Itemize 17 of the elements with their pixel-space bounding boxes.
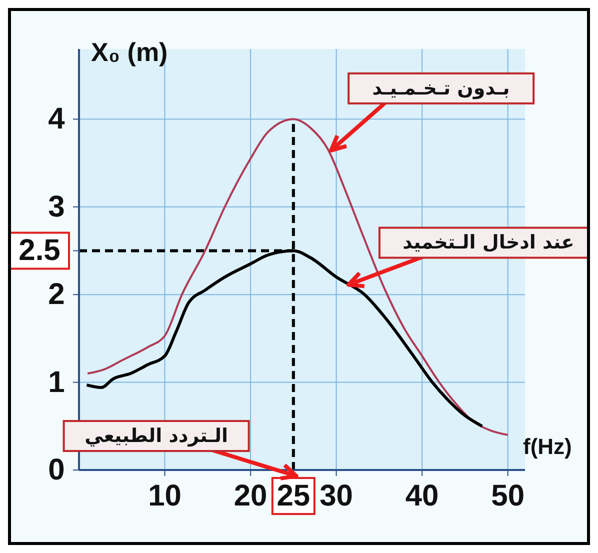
- x-tick-label: 25: [276, 480, 310, 512]
- y-tick-label: 2.5: [18, 234, 60, 268]
- y-tick-label: 2: [48, 278, 65, 312]
- annotation: الـتردد الطبيعي: [84, 425, 228, 447]
- x-tick-label: 20: [234, 480, 268, 512]
- x-tick-label: 50: [491, 480, 525, 512]
- y-tick-label: 1: [48, 366, 65, 399]
- x-tick-label: 30: [320, 480, 353, 512]
- x-tick-label: 10: [148, 480, 182, 512]
- x-axis-title: f(Hz): [523, 434, 572, 459]
- annotation: عند ادخال الـتخميد: [402, 232, 574, 254]
- y-tick-label: 4: [48, 102, 66, 136]
- y-tick-label: 3: [48, 190, 65, 224]
- x-tick-label: 40: [405, 480, 439, 512]
- y-axis-title: X₀ (m): [91, 37, 168, 67]
- annotation: بـدون تـخـمـيـد: [372, 77, 510, 100]
- y-tick-label: 0: [48, 454, 65, 486]
